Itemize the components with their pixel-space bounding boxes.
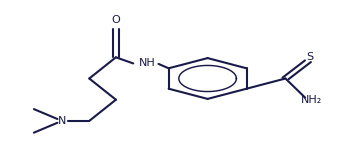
Text: S: S <box>306 51 313 62</box>
Text: O: O <box>111 15 120 25</box>
Text: N: N <box>57 116 66 126</box>
Text: NH: NH <box>139 58 155 68</box>
Text: NH₂: NH₂ <box>301 95 322 106</box>
